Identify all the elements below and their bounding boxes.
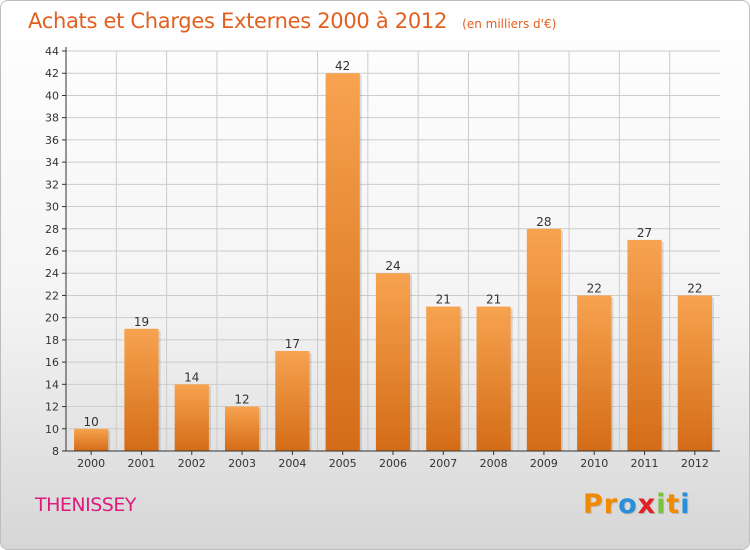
x-tick-label: 2012	[681, 457, 709, 470]
bar-group	[74, 428, 111, 451]
bar-group	[426, 306, 463, 451]
y-tick-label: 38	[45, 112, 59, 125]
y-tick-label: 12	[45, 401, 59, 414]
brand-letter: i	[656, 489, 667, 520]
bar	[224, 406, 260, 451]
bar	[526, 228, 562, 451]
x-tick-label: 2007	[429, 457, 457, 470]
bar-group	[325, 73, 362, 451]
y-tick-label: 22	[45, 289, 59, 302]
bar	[375, 273, 411, 451]
x-tick-label: 2000	[77, 457, 105, 470]
data-label: 42	[335, 59, 350, 73]
bar-group	[677, 295, 714, 451]
bar	[275, 351, 310, 451]
data-label: 21	[486, 293, 501, 307]
axis-layer: 8 10 12 14 16 18 20 22 24 26 28 30 32 34 36 38 40 42 44 200…	[45, 45, 720, 470]
bar-group	[224, 406, 262, 451]
bar	[577, 295, 612, 451]
x-tick-label: 2004	[278, 457, 306, 470]
y-tick-label: 20	[45, 312, 59, 325]
y-tick-label: 44	[45, 45, 59, 58]
bar-group	[275, 351, 312, 451]
y-tick-label: 10	[45, 423, 59, 436]
bar-group	[577, 295, 614, 451]
bar	[124, 328, 159, 451]
bar	[476, 306, 511, 451]
x-tick-label: 2002	[178, 457, 206, 470]
data-label: 22	[587, 281, 602, 295]
y-tick-label: 24	[45, 267, 59, 280]
y-tick-label: 18	[45, 334, 59, 347]
brand-letter: i	[680, 489, 691, 520]
brand-letter: t	[666, 489, 681, 520]
x-tick-label: 2010	[580, 457, 608, 470]
y-tick-label: 30	[45, 201, 59, 214]
bar-group	[375, 273, 413, 451]
bar	[426, 306, 461, 451]
bar-group	[174, 384, 211, 451]
data-label: 14	[184, 370, 199, 384]
title-row: Achats et Charges Externes 2000 à 2012 (…	[28, 9, 556, 33]
bar-group	[627, 239, 664, 451]
bar-group	[526, 228, 564, 451]
bar	[677, 295, 712, 451]
brand-letter: r	[603, 489, 619, 520]
bar	[174, 384, 209, 451]
brand-letter: P	[583, 489, 604, 520]
x-tick-label: 2005	[329, 457, 357, 470]
x-tick-label: 2011	[631, 457, 659, 470]
brand-letter: o	[618, 489, 638, 520]
chart-title: Achats et Charges Externes 2000 à 2012	[28, 9, 448, 33]
brand-logo: Proxiti	[583, 489, 691, 520]
data-label: 12	[234, 393, 249, 407]
x-tick-label: 2008	[480, 457, 508, 470]
data-label: 17	[285, 337, 300, 351]
commune-name: THENISSEY	[35, 494, 136, 516]
data-label: 22	[687, 281, 702, 295]
data-label: 28	[536, 215, 551, 229]
y-tick-label: 26	[45, 245, 59, 258]
chart-subtitle: (en milliers d'€)	[462, 17, 557, 31]
data-label: 27	[637, 226, 652, 240]
data-label: 24	[385, 259, 400, 273]
data-label: 10	[84, 415, 99, 429]
bar	[325, 73, 360, 451]
y-tick-label: 36	[45, 134, 59, 147]
data-label: 19	[134, 315, 149, 329]
y-tick-label: 34	[45, 156, 59, 169]
y-tick-label: 32	[45, 178, 59, 191]
bar-group	[124, 328, 161, 451]
x-tick-label: 2009	[530, 457, 558, 470]
bar	[627, 239, 662, 451]
x-tick-label: 2001	[127, 457, 155, 470]
bar	[74, 428, 109, 451]
bar-group	[476, 306, 513, 451]
y-tick-label: 40	[45, 89, 59, 102]
y-tick-label: 14	[45, 378, 59, 391]
y-tick-label: 28	[45, 223, 59, 236]
bars-layer: 10 19 14 12 17 42 24 21 21 28 22 27 22	[74, 59, 714, 451]
x-tick-label: 2003	[228, 457, 256, 470]
y-tick-label: 8	[52, 445, 59, 458]
data-label: 21	[436, 293, 451, 307]
y-tick-label: 16	[45, 356, 59, 369]
y-tick-label: 42	[45, 67, 59, 80]
brand-letter: x	[637, 489, 657, 520]
x-tick-label: 2006	[379, 457, 407, 470]
